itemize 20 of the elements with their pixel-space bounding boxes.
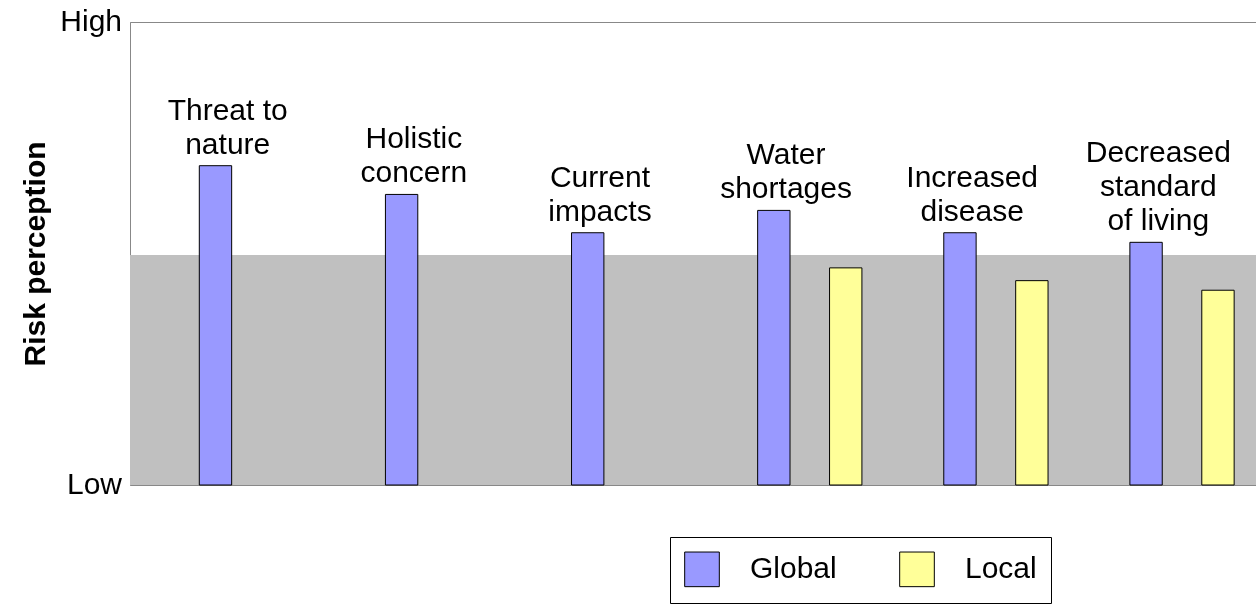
bar: [1015, 280, 1049, 486]
bar: [757, 209, 791, 486]
x-tick-label: Current impacts: [548, 159, 652, 227]
bar: [1129, 241, 1163, 486]
bar: [1201, 289, 1235, 486]
y-axis-title: Risk perception: [17, 141, 51, 367]
x-tick-label: Holistic concern: [360, 121, 468, 189]
x-tick-label: Increased disease: [906, 159, 1039, 227]
bar: [384, 193, 419, 486]
legend-label: Local: [965, 551, 1037, 585]
bar: [829, 267, 863, 486]
legend-label: Global: [750, 551, 837, 585]
text: Low: [66, 467, 123, 500]
bar: [943, 232, 977, 486]
bar: [198, 165, 233, 486]
x-tick-label: Water shortages: [720, 137, 852, 205]
x-tick-label: Threat to nature: [167, 92, 288, 160]
bar: [571, 232, 605, 486]
x-tick-label: Decreased standard of living: [1085, 135, 1231, 237]
text: High: [60, 4, 122, 37]
